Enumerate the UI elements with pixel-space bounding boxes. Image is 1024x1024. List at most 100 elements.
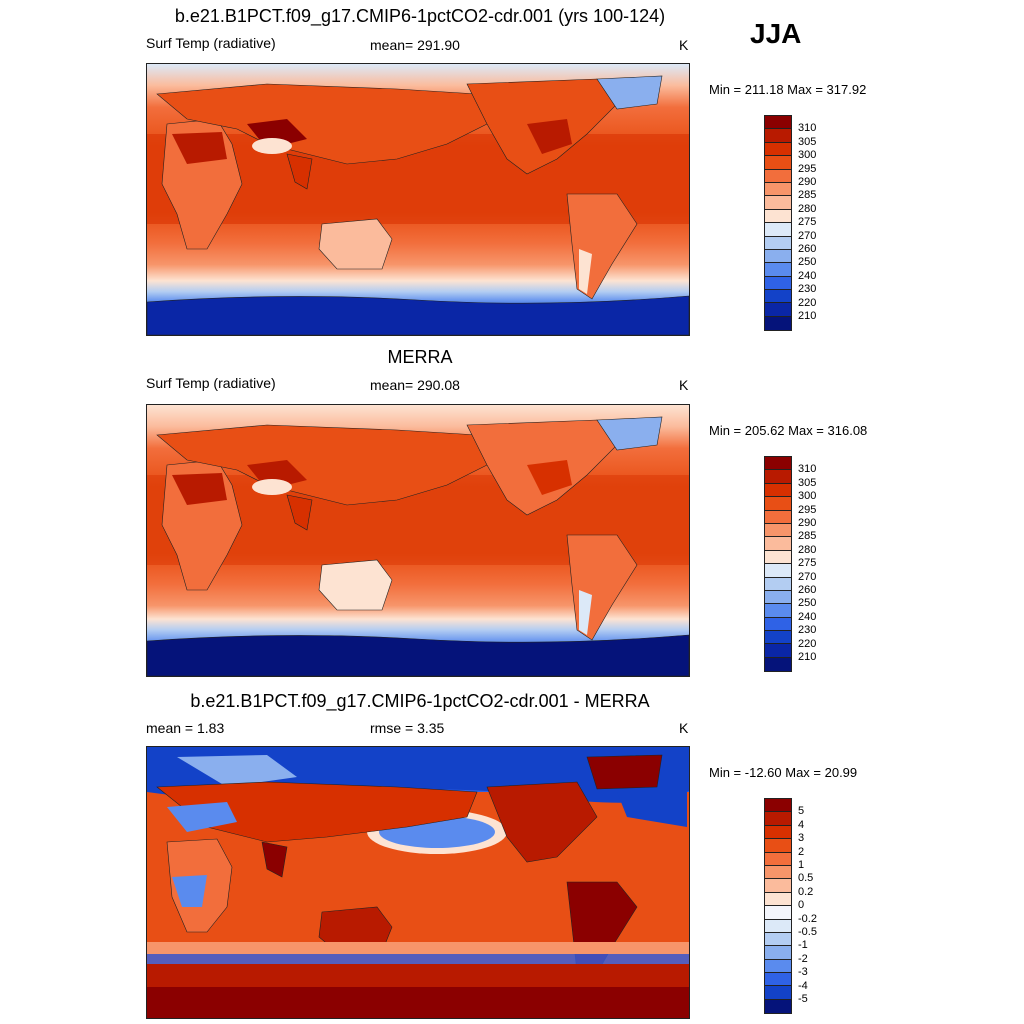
colorbar-tick-label: 240 (798, 269, 817, 282)
colorbar-swatch (765, 839, 791, 853)
colorbar-tick-label: 220 (798, 637, 817, 650)
colorbar-swatch (765, 865, 791, 880)
colorbar-swatch (765, 825, 791, 840)
panel-3-map-graphic (147, 747, 689, 1018)
panel-3-title: b.e21.B1PCT.f09_g17.CMIP6-1pctCO2-cdr.00… (190, 691, 650, 711)
colorbar-tick-label: 270 (798, 570, 817, 583)
colorbar-swatch (765, 799, 791, 813)
colorbar-tick-label: 220 (798, 296, 817, 309)
panel-2-minmax-label: Min = 205.62 Max = 316.08 (709, 423, 868, 438)
colorbar-tick-label: 285 (798, 530, 817, 543)
panel-2-mean-label: mean= 290.08 (370, 377, 460, 393)
colorbar-tick-label: -4 (798, 979, 808, 992)
colorbar-tick-label: 5 (798, 805, 805, 818)
colorbar-tick-label: 2 (798, 845, 805, 858)
colorbar-swatch (765, 564, 791, 578)
panel-2-variable-label: Surf Temp (radiative) (146, 375, 276, 391)
colorbar-swatch (765, 316, 791, 331)
colorbar-tick-label: 3 (798, 832, 805, 845)
colorbar-swatch (765, 276, 791, 291)
colorbar-swatch (765, 879, 791, 893)
panel-1-minmax-label: Min = 211.18 Max = 317.92 (709, 82, 867, 97)
colorbar-tick-label: 210 (798, 651, 817, 663)
colorbar-tick-label: 260 (798, 584, 817, 596)
panel-1-colorbar: 310 305 300 295 290 285 280 275 270 260 250 240 230 2… (764, 115, 816, 332)
colorbar-tick-label: 295 (798, 503, 817, 516)
colorbar-tick-label: 310 (798, 463, 817, 476)
panel-2-colorbar: 310 305 300 295 290 285 280 275 270 260 250 240 230 2… (764, 456, 816, 673)
colorbar-swatch (765, 999, 791, 1014)
panel-1-title: b.e21.B1PCT.f09_g17.CMIP6-1pctCO2-cdr.00… (174, 6, 666, 26)
colorbar-swatch (765, 236, 791, 250)
colorbar-swatch (765, 249, 791, 264)
colorbar-tick-label: 0.5 (798, 872, 814, 885)
panel-2-map (146, 404, 690, 677)
colorbar-swatch (765, 142, 791, 157)
colorbar-swatch (765, 932, 791, 947)
colorbar-swatch (765, 223, 791, 237)
colorbar-swatch (765, 457, 791, 471)
colorbar-tick-label: 300 (798, 149, 817, 162)
colorbar-tick-label: 300 (798, 490, 817, 503)
colorbar-swatch (765, 209, 791, 224)
panel-2-units-label: K (679, 377, 689, 393)
colorbar-swatch (765, 182, 791, 197)
colorbar-swatch (765, 657, 791, 672)
panel-1-map (146, 63, 690, 336)
panel-1-mean-label: mean= 291.90 (370, 37, 460, 53)
colorbar-tick-label: 250 (798, 597, 817, 610)
colorbar-swatch (765, 510, 791, 524)
colorbar-tick-label: -0.2 (798, 912, 817, 925)
panel-3-colorbar-swatches (764, 798, 792, 1015)
colorbar-swatch (765, 523, 791, 538)
colorbar-tick-label: 280 (798, 543, 817, 556)
panel-2-map-graphic (147, 405, 689, 676)
panel-1-colorbar-swatches (764, 115, 792, 332)
colorbar-tick-label: 285 (798, 189, 817, 202)
colorbar-swatch (765, 196, 791, 210)
colorbar-tick-label: 230 (798, 624, 817, 637)
colorbar-swatch (765, 852, 791, 866)
panel-2-title: MERRA (387, 347, 453, 367)
colorbar-swatch (765, 129, 791, 143)
season-label: JJA (750, 18, 802, 49)
colorbar-swatch (765, 973, 791, 987)
colorbar-tick-label: 305 (798, 135, 817, 148)
colorbar-tick-label: 0 (798, 899, 805, 912)
colorbar-swatch (765, 919, 791, 933)
colorbar-swatch (765, 483, 791, 498)
panel-3-minmax-label: Min = -12.60 Max = 20.99 (709, 765, 858, 780)
colorbar-tick-label: 295 (798, 162, 817, 175)
colorbar-swatch (765, 577, 791, 591)
colorbar-swatch (765, 156, 791, 170)
colorbar-swatch (765, 537, 791, 551)
colorbar-tick-label: 280 (798, 202, 817, 215)
panel-3-mean-label: mean = 1.83 (146, 720, 225, 736)
colorbar-tick-label: 305 (798, 476, 817, 489)
colorbar-swatch (765, 906, 791, 920)
colorbar-tick-label: 240 (798, 610, 817, 623)
colorbar-tick-label: 290 (798, 517, 817, 529)
colorbar-tick-label: 4 (798, 818, 805, 831)
colorbar-swatch (765, 644, 791, 658)
colorbar-tick-label: -5 (798, 993, 808, 1005)
colorbar-tick-label: 270 (798, 229, 817, 242)
colorbar-swatch (765, 116, 791, 130)
colorbar-swatch (765, 631, 791, 645)
panel-1-units-label: K (679, 37, 689, 53)
colorbar-tick-label: 290 (798, 176, 817, 188)
colorbar-swatch (765, 590, 791, 605)
colorbar-tick-label: -1 (798, 939, 808, 952)
panel-3-map (146, 746, 690, 1019)
colorbar-tick-label: -3 (798, 966, 808, 979)
colorbar-swatch (765, 812, 791, 826)
colorbar-tick-label: 310 (798, 122, 817, 135)
colorbar-tick-label: 275 (798, 216, 817, 229)
colorbar-swatch (765, 470, 791, 484)
colorbar-tick-label: 210 (798, 310, 817, 322)
colorbar-tick-label: -2 (798, 952, 808, 965)
colorbar-swatch (765, 497, 791, 511)
colorbar-tick-label: 0.2 (798, 885, 814, 898)
colorbar-swatch (765, 263, 791, 277)
colorbar-swatch (765, 892, 791, 907)
